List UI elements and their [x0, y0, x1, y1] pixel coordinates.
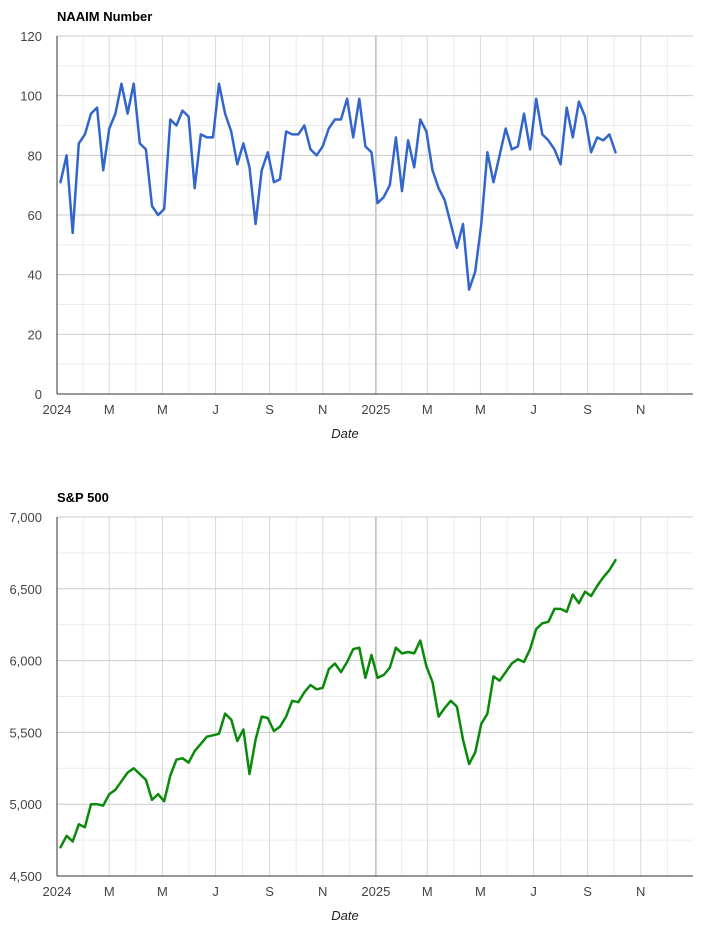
- x-axis-title: Date: [331, 426, 358, 441]
- x-tick-label: 2024: [43, 884, 72, 899]
- x-tick-label: M: [475, 402, 486, 417]
- y-tick-label: 6,500: [9, 582, 42, 597]
- x-tick-label: M: [475, 884, 486, 899]
- x-tick-label: 2025: [361, 884, 390, 899]
- x-tick-label: S: [265, 402, 274, 417]
- x-tick-label: J: [530, 402, 537, 417]
- y-tick-label: 40: [28, 268, 42, 283]
- y-tick-label: 4,500: [9, 869, 42, 884]
- x-tick-label: M: [104, 402, 115, 417]
- y-tick-label: 5,000: [9, 797, 42, 812]
- y-tick-label: 120: [20, 29, 42, 44]
- x-tick-label: N: [636, 884, 645, 899]
- y-tick-label: 60: [28, 208, 42, 223]
- x-tick-label: N: [318, 402, 327, 417]
- y-tick-label: 6,000: [9, 654, 42, 669]
- y-tick-label: 7,000: [9, 510, 42, 525]
- x-tick-label: S: [583, 884, 592, 899]
- x-tick-label: 2025: [361, 402, 390, 417]
- chart-title: S&P 500: [57, 490, 109, 505]
- x-tick-label: M: [422, 884, 433, 899]
- naaim-chart-panel: NAAIM Number 2024 M M J S N 2025 M M J S N 0 20 40 60 80…: [0, 0, 718, 460]
- x-tick-label: J: [212, 402, 219, 417]
- chart-title: NAAIM Number: [57, 9, 153, 24]
- x-tick-label: J: [530, 884, 537, 899]
- x-tick-label: 2024: [43, 402, 72, 417]
- y-tick-label: 0: [35, 387, 42, 402]
- x-tick-label: J: [212, 884, 219, 899]
- y-tick-label: 20: [28, 327, 42, 342]
- sp500-line-chart: 2024 M M J S N 2025 M M J S N 4,500 5,000 5,500 6,000 6,…: [9, 510, 693, 923]
- x-axis-title: Date: [331, 908, 358, 923]
- x-tick-label: S: [265, 884, 274, 899]
- x-tick-label: N: [636, 402, 645, 417]
- data-series-line: [59, 82, 617, 291]
- x-tick-label: M: [157, 884, 168, 899]
- sp500-chart-panel: S&P 500 2024 M M J S N 2025 M M J S N 4,500 5,000 5,50…: [0, 480, 718, 932]
- x-tick-label: S: [583, 402, 592, 417]
- x-tick-label: M: [104, 884, 115, 899]
- x-tick-label: N: [318, 884, 327, 899]
- y-tick-label: 80: [28, 148, 42, 163]
- y-tick-label: 100: [20, 89, 42, 104]
- naaim-line-chart: 2024 M M J S N 2025 M M J S N 0 20 40 60 80 100 120 Date: [20, 29, 693, 441]
- data-series-line: [59, 558, 617, 849]
- x-tick-label: M: [157, 402, 168, 417]
- y-tick-label: 5,500: [9, 725, 42, 740]
- x-tick-label: M: [422, 402, 433, 417]
